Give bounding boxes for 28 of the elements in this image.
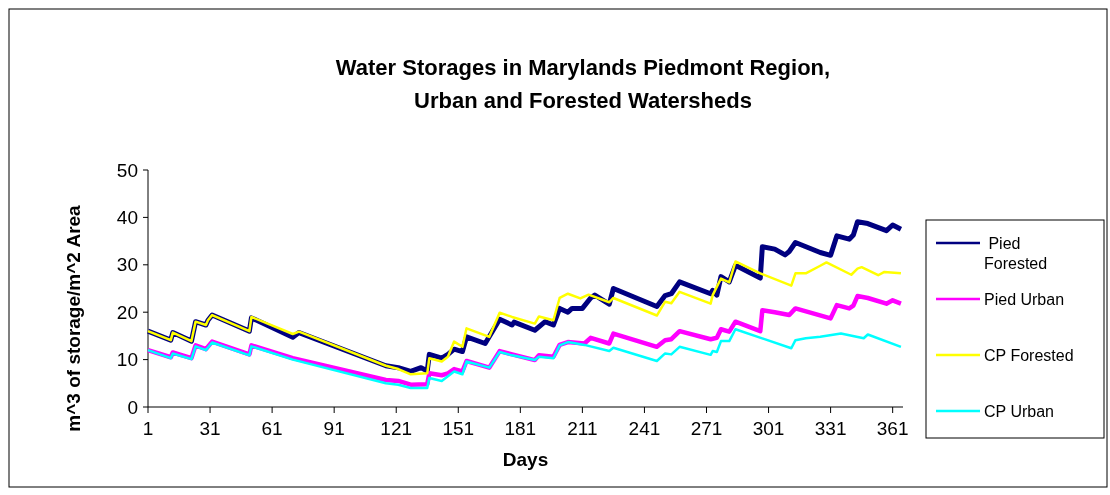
line-series	[146, 260, 903, 376]
x-tick-label: 151	[442, 418, 475, 439]
y-tick-label: 20	[116, 301, 138, 323]
x-tick-label: 211	[567, 418, 598, 439]
legend-label: Pied Urban	[984, 290, 1065, 308]
x-tick-label: 1	[142, 418, 154, 439]
y-tick-label: 30	[116, 254, 138, 276]
x-tick-label: 121	[380, 418, 413, 439]
y-tick-label: 10	[116, 349, 138, 371]
y-tick-label: 50	[116, 159, 138, 181]
legend-label: CP Urban	[984, 402, 1054, 420]
x-tick-label: 31	[199, 418, 221, 439]
x-tick-label: 361	[876, 418, 909, 439]
x-tick-label: 271	[690, 418, 723, 439]
x-tick-label: 301	[752, 418, 785, 439]
line-series	[146, 328, 903, 390]
y-tick-label: 0	[127, 396, 138, 418]
y-tick-label: 40	[116, 207, 138, 229]
chart-title: Water Storages in Marylands Piedmont Region, Urban and Forested Watersheds	[335, 55, 831, 113]
x-tick-label: 241	[628, 418, 661, 439]
x-tick-label: 61	[261, 418, 283, 439]
legend-label: Pied Forested	[984, 234, 1048, 273]
legend-label: CP Forested	[984, 346, 1074, 364]
x-tick-label: 91	[323, 418, 345, 439]
y-axis-title: m^3 of storage/m^2 Area	[63, 204, 84, 432]
x-tick-label: 181	[504, 418, 537, 439]
x-tick-label: 331	[814, 418, 847, 439]
x-axis-title: Days	[502, 449, 549, 470]
